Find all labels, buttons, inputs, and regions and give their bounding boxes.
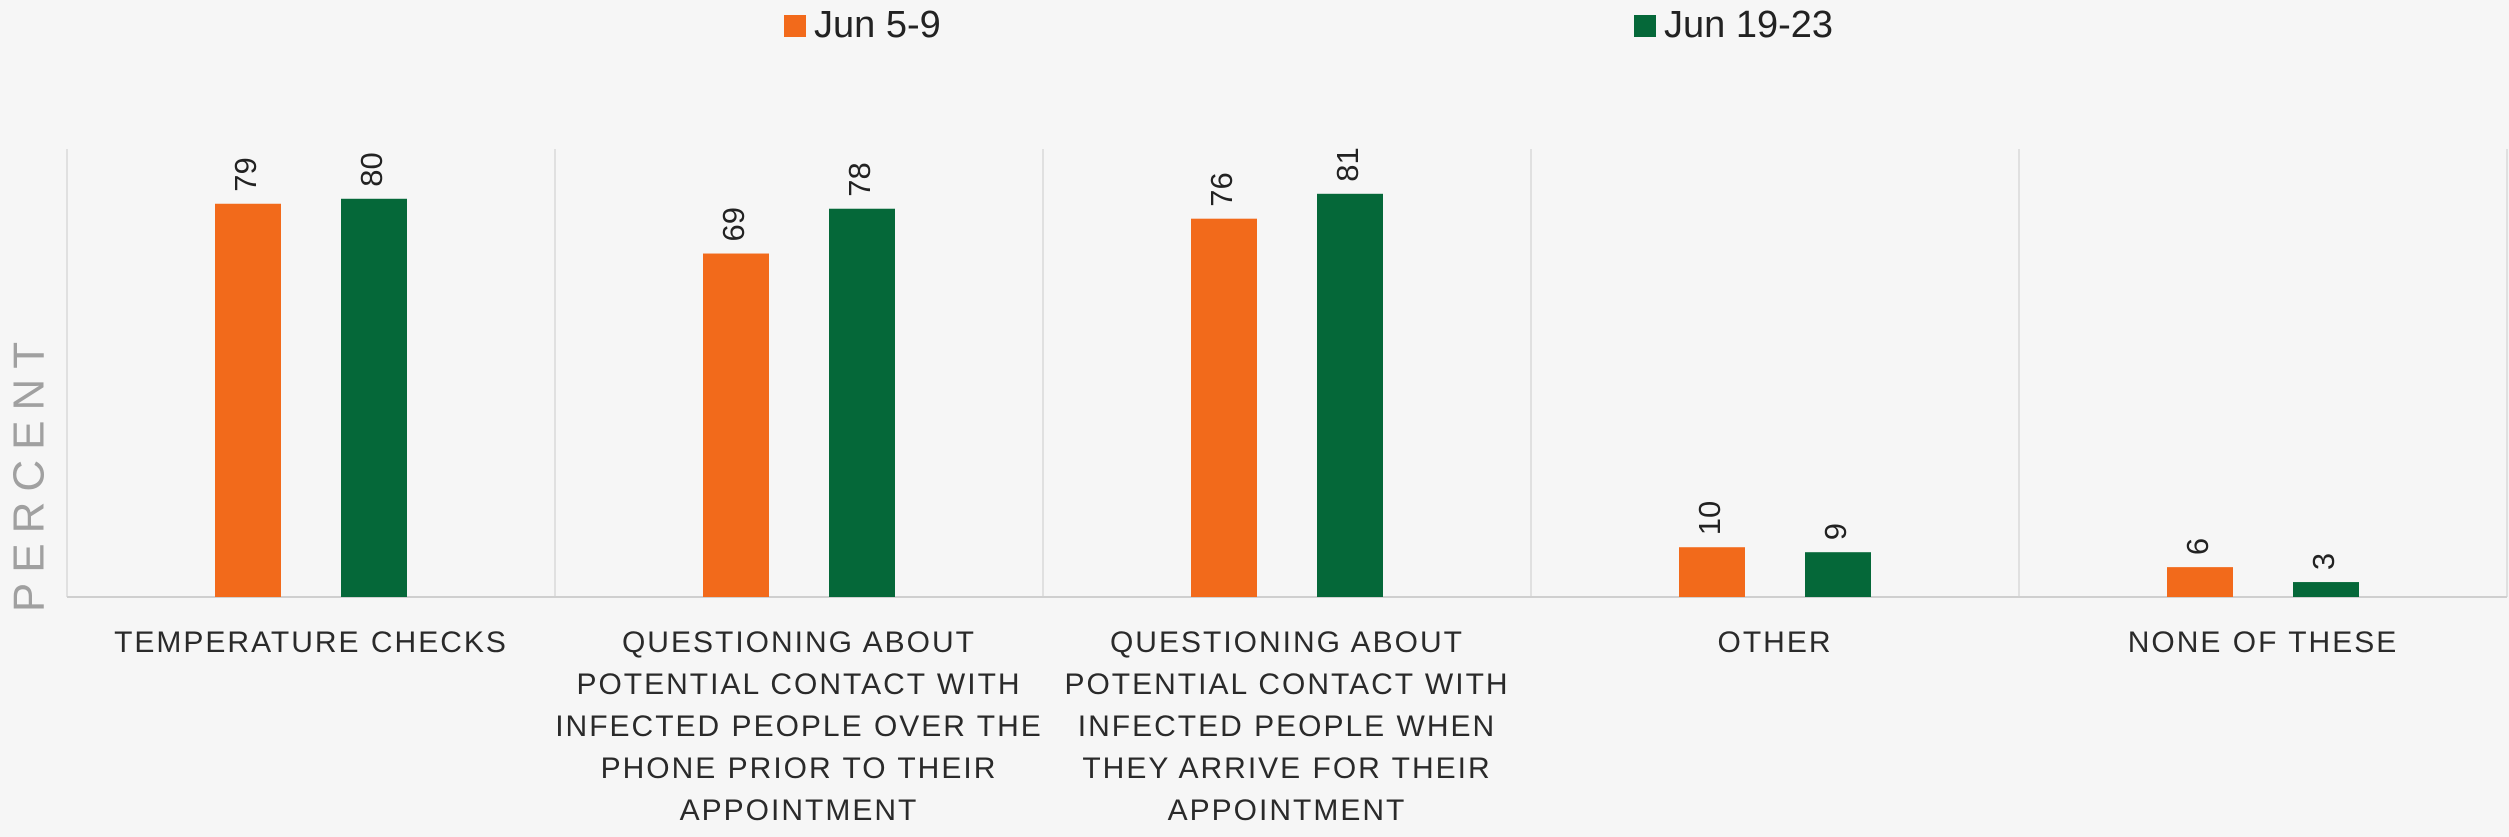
legend-label: Jun 5-9 (814, 4, 941, 46)
data-label: 69 (716, 207, 751, 241)
bar (2167, 567, 2233, 597)
data-label: 80 (354, 152, 389, 186)
legend-label: Jun 19-23 (1664, 4, 1833, 46)
data-label: 9 (1818, 523, 1853, 540)
bar (1679, 547, 1745, 597)
y-axis-label: PERCENT (5, 332, 54, 612)
bar (829, 208, 895, 597)
x-tick-label: NONE OF THESE (2127, 626, 2399, 659)
data-label: 6 (2180, 538, 2215, 555)
bar (2293, 582, 2359, 597)
data-label: 3 (2306, 553, 2341, 570)
bar (215, 203, 281, 597)
x-tick-label: TEMPERATURE CHECKS (114, 626, 508, 659)
x-tick-label: QUESTIONING ABOUT POTENTIAL CONTACT WITH… (1064, 626, 1510, 827)
data-label: 76 (1204, 172, 1239, 206)
legend-swatch (784, 15, 806, 37)
data-label: 10 (1692, 501, 1727, 535)
data-label: 79 (228, 157, 263, 191)
data-label: 81 (1330, 147, 1365, 181)
legend-swatch (1634, 15, 1656, 37)
x-tick-label: QUESTIONING ABOUT POTENTIAL CONTACT WITH… (555, 626, 1043, 827)
bar (1317, 193, 1383, 598)
bar (703, 253, 769, 598)
data-label: 78 (842, 162, 877, 196)
x-tick-label: OTHER (1717, 626, 1833, 659)
bar (341, 198, 407, 597)
bar (1191, 218, 1257, 597)
bar (1805, 552, 1871, 597)
